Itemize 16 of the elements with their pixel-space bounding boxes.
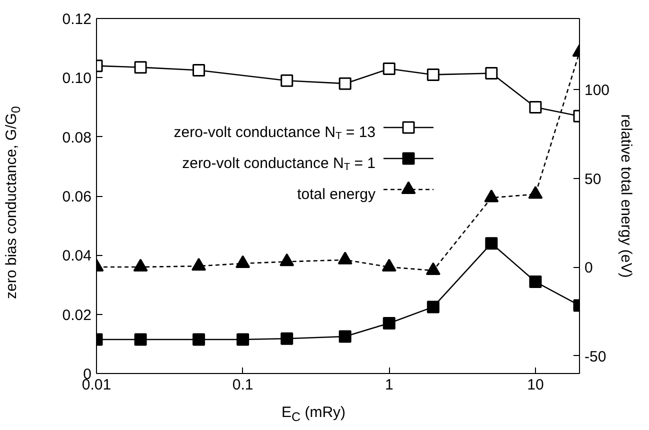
y2-tick-label: 0 (584, 260, 593, 276)
y2-tick-label: 50 (584, 170, 602, 188)
y2-tick-label: 100 (584, 82, 610, 99)
y-tick-label: 0.10 (62, 70, 92, 88)
y-tick-label: 0.12 (62, 11, 92, 28)
y2-tick-label: -50 (584, 348, 606, 366)
y-tick-label: 0.02 (62, 306, 92, 324)
x-tick-label: 10 (527, 376, 544, 394)
y-tick-label: 0.04 (62, 248, 92, 265)
legend-label: total energy (297, 186, 376, 203)
y-tick-label: 0.06 (62, 188, 92, 206)
x-axis-title: E$_{C}$ (mRy) (282, 404, 346, 424)
y-tick-label: 0.08 (62, 129, 92, 146)
x-tick-label: 0.1 (232, 376, 254, 394)
y2-axis-title: relative total energy (eV) (618, 114, 635, 278)
x-tick-label: 1 (384, 376, 394, 394)
